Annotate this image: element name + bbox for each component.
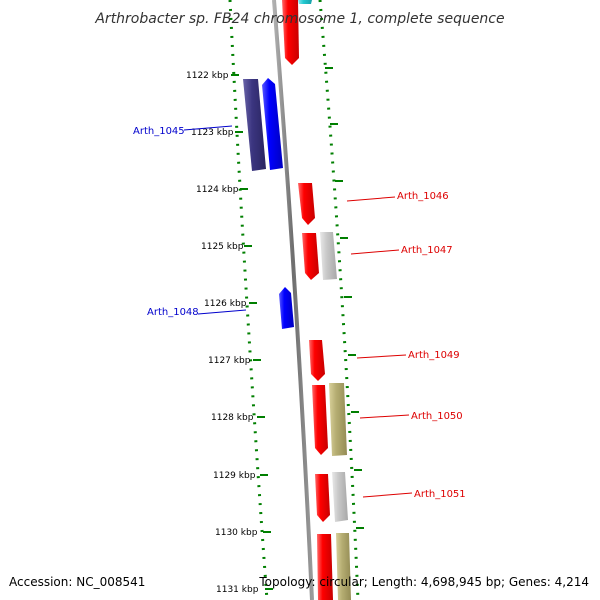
tick-label: 1122 kbp xyxy=(186,71,229,81)
gene-label[interactable]: Arth_1050 xyxy=(411,411,463,422)
gene-arrow-red xyxy=(315,474,330,522)
summary-text: Topology: circular; Length: 4,698,945 bp… xyxy=(258,575,589,589)
genome-backbone xyxy=(272,0,314,600)
tick-label: 1125 kbp xyxy=(201,242,244,252)
gene-arrow-red xyxy=(312,385,328,455)
tick-label: 1128 kbp xyxy=(211,413,254,423)
gene-label[interactable]: Arth_1048 xyxy=(147,307,199,318)
gene-label[interactable]: Arth_1051 xyxy=(414,489,466,500)
tick-marks xyxy=(231,74,273,590)
gene-label[interactable]: Arth_1045 xyxy=(133,126,185,137)
feature-khaki xyxy=(336,533,351,600)
tick-label: 1130 kbp xyxy=(215,528,258,538)
gene-arrow-red xyxy=(302,233,319,280)
gene-label[interactable]: Arth_1047 xyxy=(401,245,453,256)
feature-grey xyxy=(320,232,337,280)
tick-label: 1131 kbp xyxy=(216,585,259,595)
tick-labels: 1122 kbp 1123 kbp 1124 kbp 1125 kbp 1126… xyxy=(186,71,259,595)
gene-arrow-red xyxy=(282,0,299,65)
gene-arrow-blue xyxy=(262,78,283,170)
gene-arrow-blue xyxy=(279,287,294,329)
gene-arrow-red xyxy=(298,183,315,225)
tick-label: 1129 kbp xyxy=(213,471,256,481)
gene-label[interactable]: Arth_1049 xyxy=(408,350,460,361)
tick-label: 1124 kbp xyxy=(196,185,239,195)
map-title: Arthrobacter sp. FB24 chromosome 1, comp… xyxy=(94,11,504,27)
gene-arrow-red xyxy=(317,534,333,600)
feature-grey xyxy=(332,472,348,522)
right-tick-marks xyxy=(325,67,364,529)
tick-label: 1127 kbp xyxy=(208,356,251,366)
tick-label: 1126 kbp xyxy=(204,299,247,309)
gene-arrow-red xyxy=(309,340,325,381)
tick-label: 1123 kbp xyxy=(191,128,234,138)
feature-khaki xyxy=(329,383,347,456)
feature-cyan xyxy=(298,0,312,4)
gene-arrow-navy xyxy=(243,79,266,171)
label-leaders xyxy=(183,125,413,498)
gene-label[interactable]: Arth_1046 xyxy=(397,191,449,202)
accession-text: Accession: NC_008541 xyxy=(9,575,145,589)
